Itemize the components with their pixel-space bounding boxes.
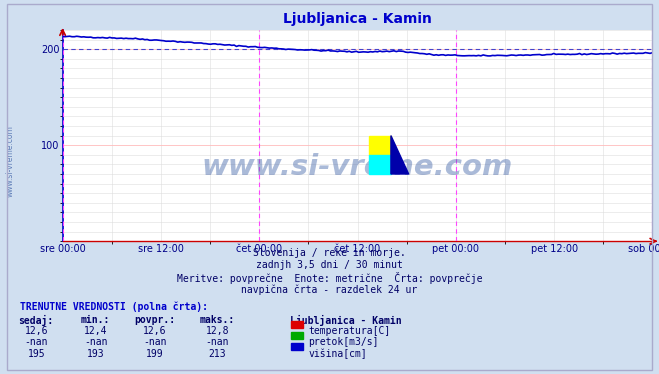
Text: -nan: -nan bbox=[24, 337, 48, 347]
Text: 199: 199 bbox=[146, 349, 163, 359]
Text: Slovenija / reke in morje.: Slovenija / reke in morje. bbox=[253, 248, 406, 258]
Text: 12,4: 12,4 bbox=[84, 326, 107, 336]
Text: 12,6: 12,6 bbox=[143, 326, 167, 336]
Text: zadnjh 3,5 dni / 30 minut: zadnjh 3,5 dni / 30 minut bbox=[256, 260, 403, 270]
Text: pretok[m3/s]: pretok[m3/s] bbox=[308, 337, 379, 347]
Text: višina[cm]: višina[cm] bbox=[308, 349, 367, 359]
Text: 213: 213 bbox=[209, 349, 226, 359]
Text: www.si-vreme.com: www.si-vreme.com bbox=[202, 153, 513, 181]
Text: www.si-vreme.com: www.si-vreme.com bbox=[5, 125, 14, 197]
Text: -nan: -nan bbox=[143, 337, 167, 347]
Text: TRENUTNE VREDNOSTI (polna črta):: TRENUTNE VREDNOSTI (polna črta): bbox=[20, 301, 208, 312]
Polygon shape bbox=[391, 136, 409, 174]
Text: min.:: min.: bbox=[81, 315, 110, 325]
Text: maks.:: maks.: bbox=[200, 315, 235, 325]
Text: -nan: -nan bbox=[84, 337, 107, 347]
Title: Ljubljanica - Kamin: Ljubljanica - Kamin bbox=[283, 12, 432, 26]
Bar bbox=[369, 136, 391, 155]
Text: temperatura[C]: temperatura[C] bbox=[308, 326, 391, 336]
Text: 193: 193 bbox=[87, 349, 104, 359]
Text: 12,8: 12,8 bbox=[206, 326, 229, 336]
Text: sedaj:: sedaj: bbox=[18, 315, 54, 326]
Text: -nan: -nan bbox=[206, 337, 229, 347]
Text: Meritve: povprečne  Enote: metrične  Črta: povprečje: Meritve: povprečne Enote: metrične Črta:… bbox=[177, 272, 482, 284]
Text: 12,6: 12,6 bbox=[24, 326, 48, 336]
Bar bbox=[369, 155, 391, 174]
Text: Ljubljanica - Kamin: Ljubljanica - Kamin bbox=[290, 315, 401, 326]
Text: povpr.:: povpr.: bbox=[134, 315, 175, 325]
Text: 195: 195 bbox=[28, 349, 45, 359]
Text: navpična črta - razdelek 24 ur: navpična črta - razdelek 24 ur bbox=[241, 284, 418, 295]
